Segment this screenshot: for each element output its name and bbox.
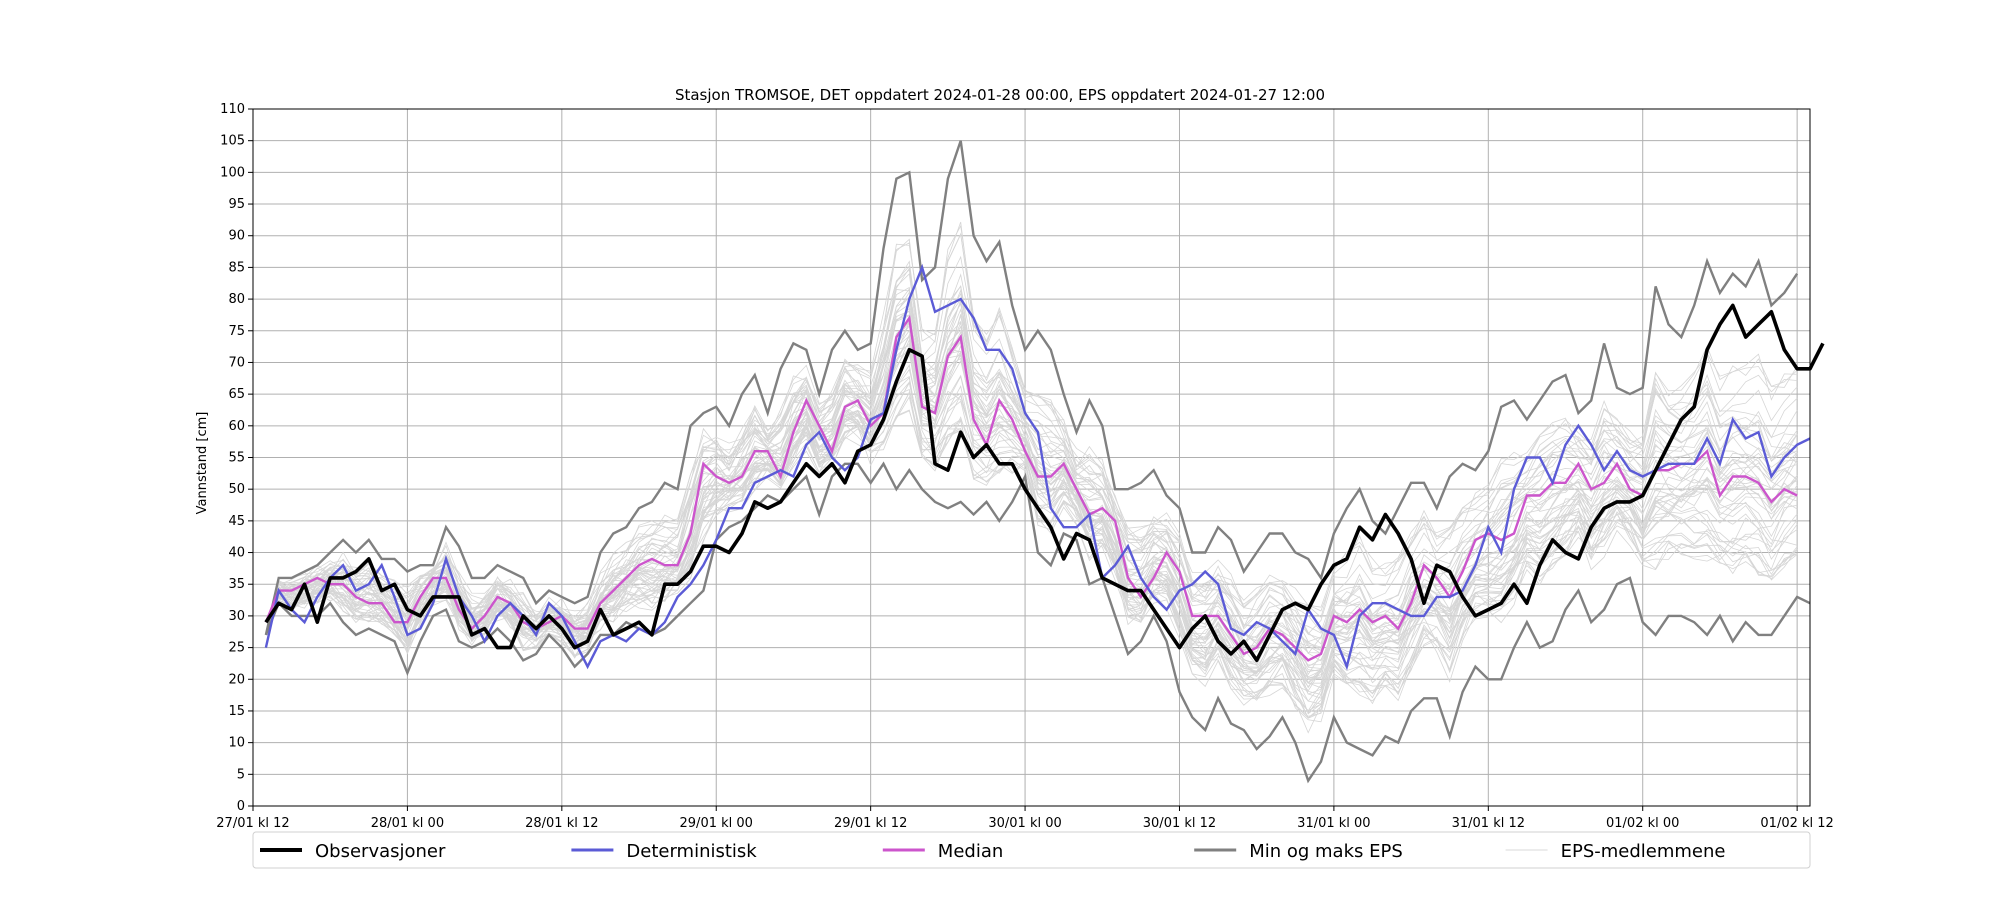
x-tick-label: 01/02 kl 12	[1760, 816, 1833, 831]
legend-label: Deterministisk	[626, 841, 757, 862]
chart-title: Stasjon TROMSOE, DET oppdatert 2024-01-2…	[675, 86, 1325, 104]
x-ticks: 27/01 kl 12 28/01 kl 00 28/01 kl 12 29/01 k…	[216, 806, 1834, 831]
legend-box	[252, 831, 1811, 869]
y-tick-label: 100	[220, 165, 245, 180]
y-tick-label: 75	[228, 324, 245, 339]
legend-label: Min og maks EPS	[1249, 841, 1403, 862]
y-tick-label: 55	[228, 451, 245, 466]
eps-max-line	[264, 140, 1799, 636]
eps-member-line	[265, 409, 1798, 719]
legend-label: Observasjoner	[315, 841, 446, 862]
x-tick-label: 01/02 kl 00	[1606, 816, 1679, 831]
x-tick-label: 30/01 kl 12	[1143, 816, 1216, 831]
y-ticks: 0 5 10 15 20 25 30 35 40 45 50 55 60 65 70 75 80 85 90 95 10…	[220, 102, 253, 814]
legend-label: EPS-medlemmene	[1561, 841, 1726, 862]
x-tick-label: 31/01 kl 00	[1297, 816, 1370, 831]
y-tick-label: 95	[228, 197, 245, 212]
y-axis-label: Vannstand [cm]	[195, 412, 210, 515]
x-tick-label: 28/01 kl 00	[371, 816, 444, 831]
x-tick-label: 29/01 kl 12	[834, 816, 907, 831]
legend: Observasjoner Deterministisk Median Min og …	[252, 831, 1811, 869]
eps-member-line	[265, 232, 1798, 636]
y-tick-label: 20	[228, 672, 245, 687]
y-tick-label: 65	[228, 387, 245, 402]
eps-member-line	[265, 255, 1798, 639]
y-tick-label: 30	[228, 609, 245, 624]
y-tick-label: 15	[228, 704, 245, 719]
legend-label: Median	[938, 841, 1003, 862]
y-tick-label: 105	[220, 134, 245, 149]
x-tick-label: 31/01 kl 12	[1452, 816, 1525, 831]
y-tick-label: 40	[228, 546, 245, 561]
eps-member-line	[265, 320, 1798, 680]
eps-member-line	[265, 375, 1798, 712]
y-tick-label: 60	[228, 419, 245, 434]
y-tick-label: 35	[228, 577, 245, 592]
y-tick-label: 45	[228, 514, 245, 529]
x-tick-label: 30/01 kl 00	[988, 816, 1061, 831]
x-tick-label: 28/01 kl 12	[525, 816, 598, 831]
eps-member-line	[265, 352, 1798, 702]
y-tick-label: 85	[228, 260, 245, 275]
y-tick-label: 25	[228, 641, 245, 656]
x-tick-label: 29/01 kl 00	[680, 816, 753, 831]
x-tick-label: 27/01 kl 12	[216, 816, 289, 831]
y-tick-label: 70	[228, 355, 245, 370]
y-tick-label: 110	[220, 102, 245, 117]
eps-member-line	[265, 341, 1798, 684]
y-tick-label: 0	[237, 799, 245, 814]
eps-member-line	[265, 391, 1798, 719]
y-tick-label: 10	[228, 736, 245, 751]
y-tick-label: 5	[237, 767, 245, 782]
y-tick-label: 90	[228, 229, 245, 244]
y-tick-label: 80	[228, 292, 245, 307]
series-lines	[264, 140, 1825, 784]
eps-member-line	[265, 224, 1798, 636]
observations-line	[264, 303, 1825, 663]
eps-min-line	[264, 461, 1811, 784]
y-tick-label: 50	[228, 482, 245, 497]
